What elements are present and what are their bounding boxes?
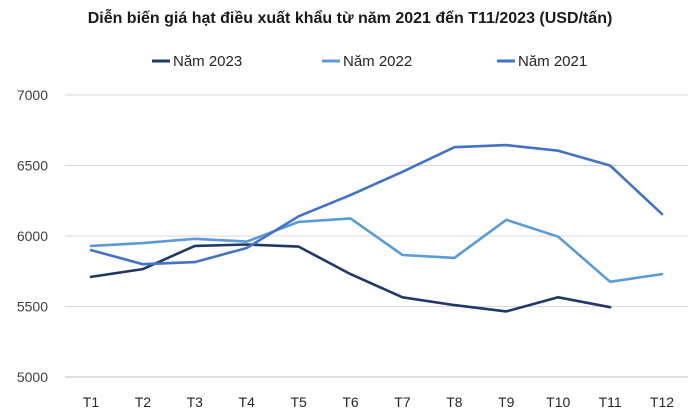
y-tick-label: 5500 — [17, 299, 48, 315]
x-tick-label: T7 — [394, 394, 411, 410]
legend-label: Năm 2021 — [518, 53, 587, 70]
x-tick-label: T8 — [446, 394, 463, 410]
y-tick-label: 5000 — [17, 369, 48, 385]
legend: Năm 2023 Năm 2022 Năm 2021 — [152, 53, 587, 70]
legend-label: Năm 2023 — [173, 53, 242, 70]
y-tick-label: 6000 — [17, 228, 48, 244]
series-line-3 — [89, 143, 664, 266]
series-line-1 — [89, 243, 612, 313]
axis-layer: 5000 5500 6000 6500 7000 T1 T2 T3 T4 T5 T6 T7 T8 T9 T1… — [17, 87, 674, 410]
x-tick-label: T11 — [599, 394, 622, 410]
x-tick-label: T1 — [83, 394, 100, 410]
x-tick-label: T6 — [342, 394, 359, 410]
series-layer — [89, 143, 664, 313]
x-tick-label: T3 — [187, 394, 204, 410]
x-tick-label: T9 — [498, 394, 515, 410]
chart-title: Diễn biến giá hạt điều xuất khẩu từ năm … — [87, 10, 613, 27]
y-tick-label: 7000 — [17, 87, 48, 103]
x-tick-label: T4 — [239, 394, 256, 410]
legend-label: Năm 2022 — [343, 53, 412, 70]
x-tick-label: T2 — [135, 394, 152, 410]
x-tick-label: T5 — [290, 394, 307, 410]
x-tick-label: T12 — [650, 394, 674, 410]
y-tick-label: 6500 — [17, 158, 48, 174]
series-line-2 — [89, 217, 664, 284]
x-tick-label: T10 — [546, 394, 570, 410]
